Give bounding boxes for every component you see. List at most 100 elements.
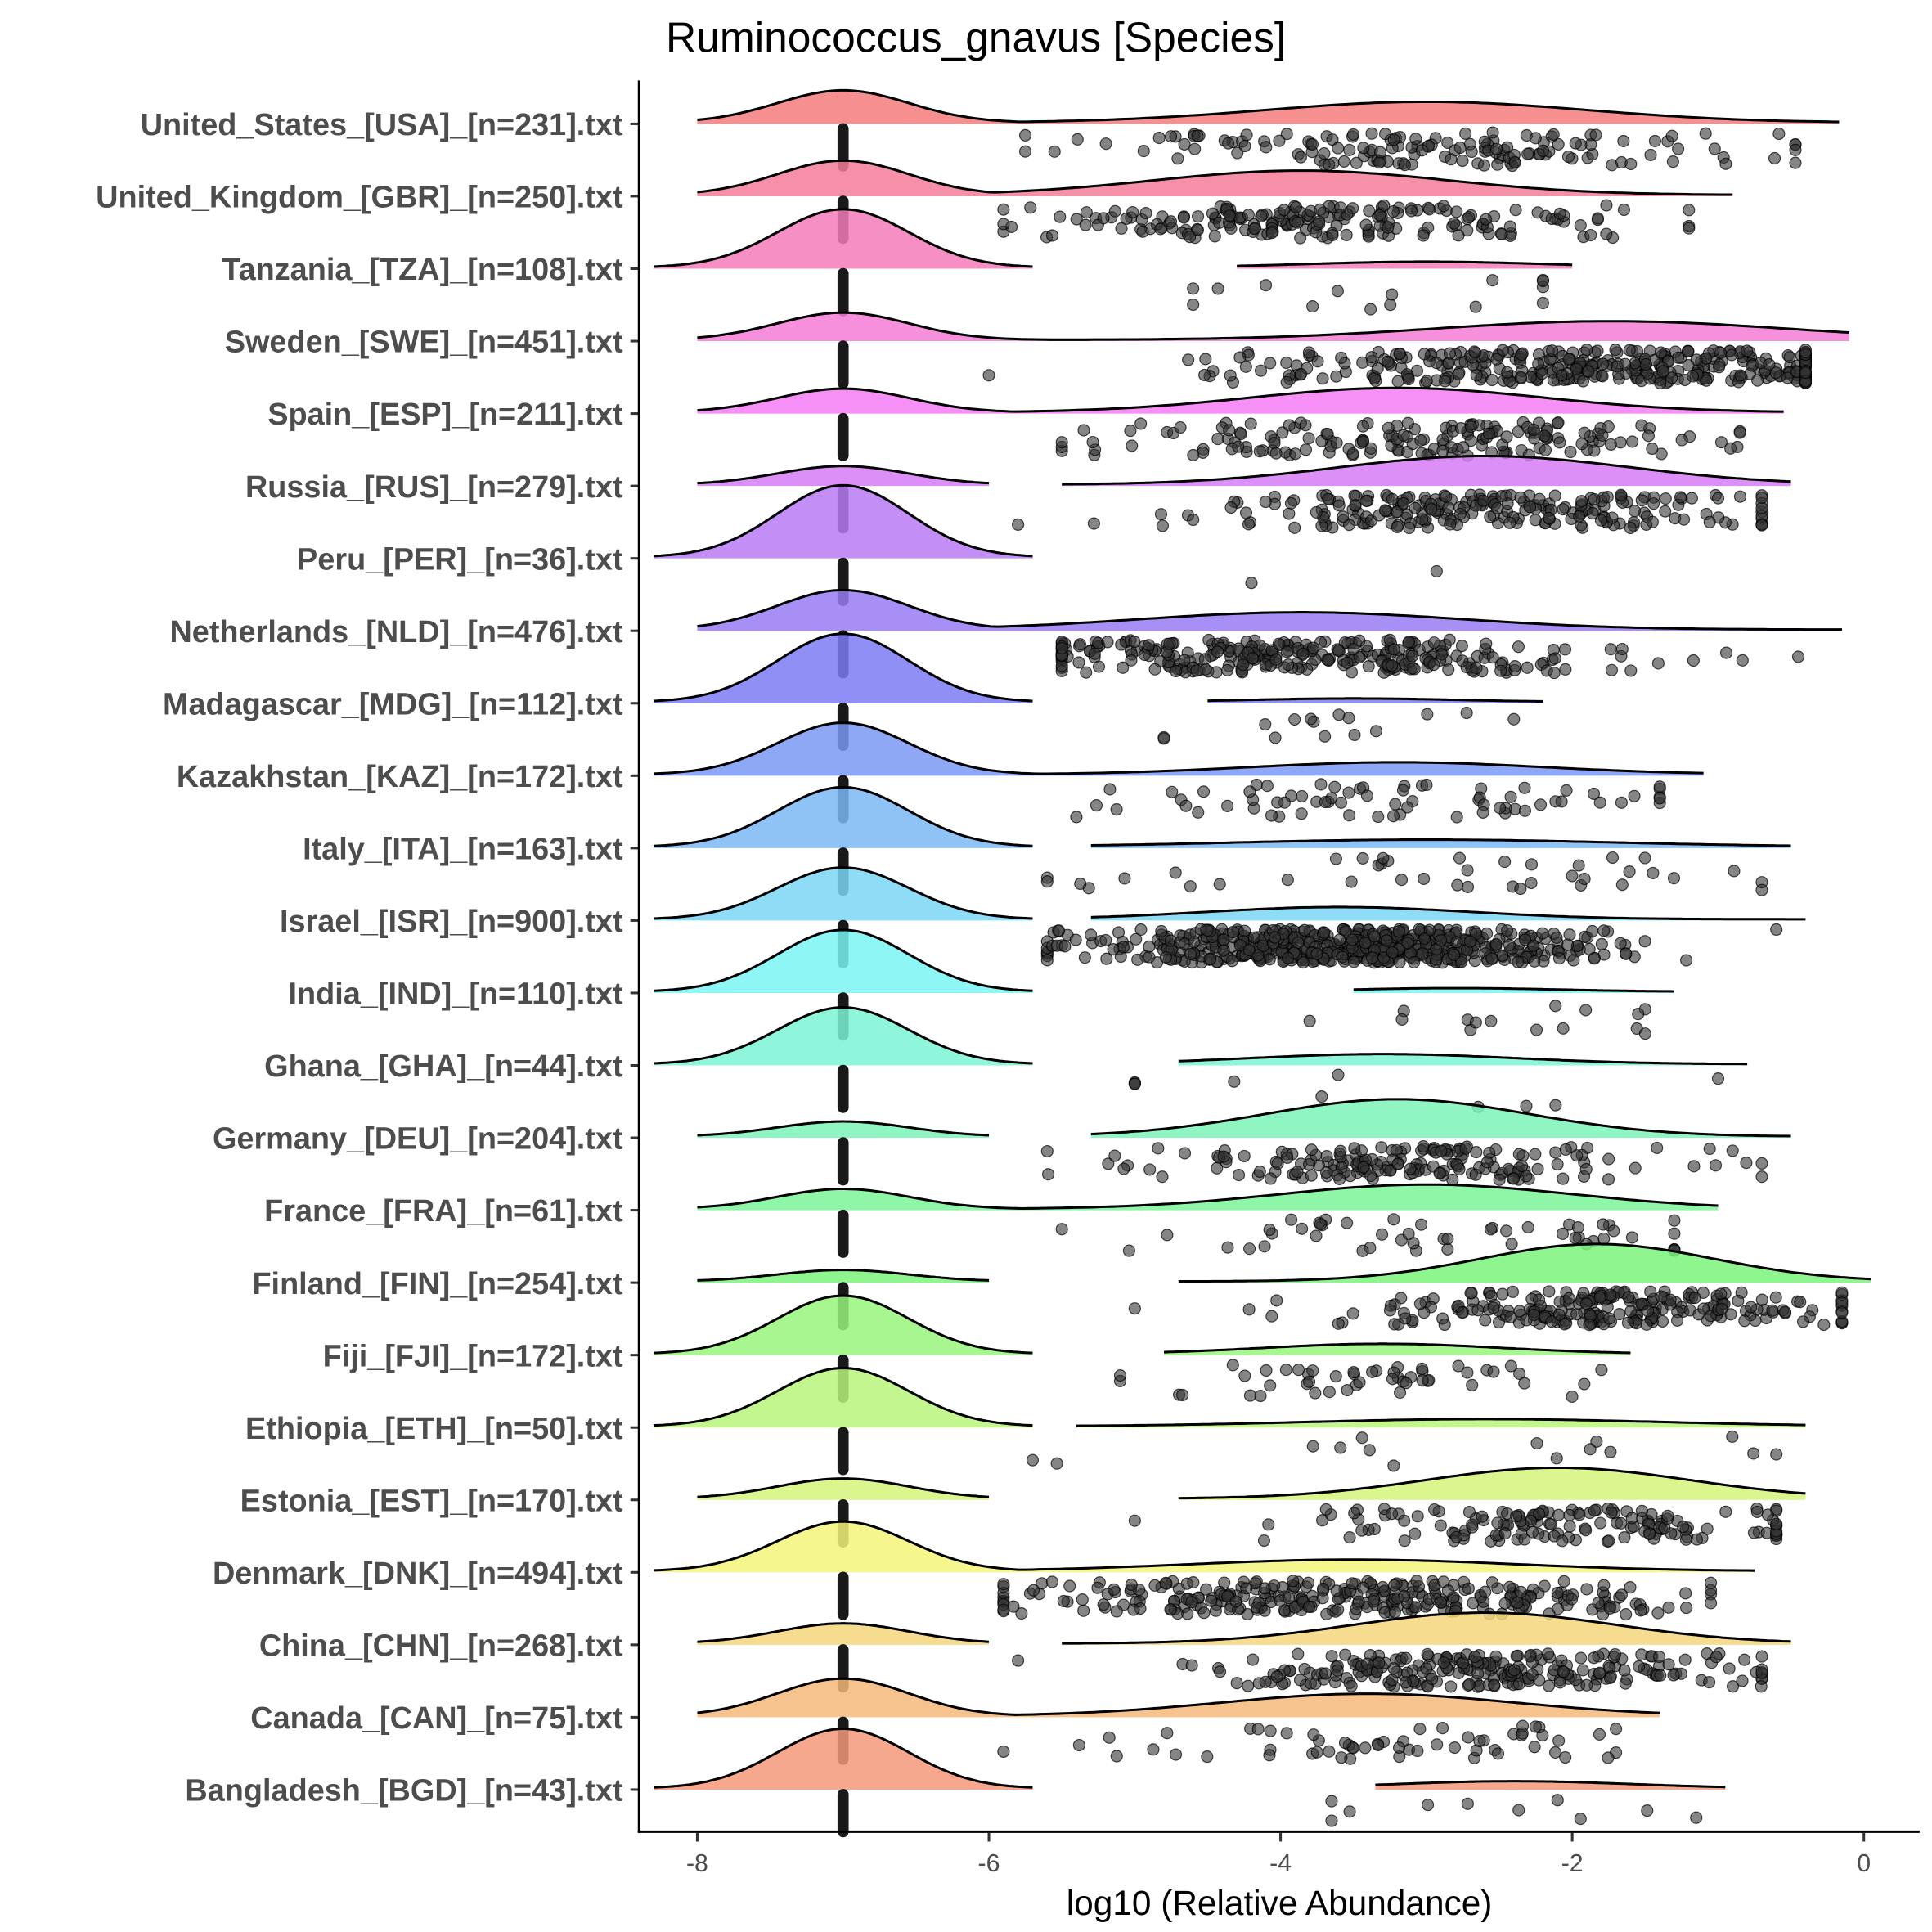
group-label: United_Kingdom_[GBR]_[n=250].txt xyxy=(96,181,623,215)
data-point xyxy=(1620,947,1633,960)
data-point xyxy=(1271,796,1284,809)
data-point xyxy=(1466,1378,1479,1391)
data-point xyxy=(1280,645,1293,658)
data-point xyxy=(1527,939,1540,953)
data-point xyxy=(1143,1163,1157,1176)
data-point xyxy=(1574,1813,1587,1826)
data-point xyxy=(1128,1514,1141,1527)
data-point xyxy=(1512,1804,1525,1817)
data-point xyxy=(1703,515,1716,528)
data-point xyxy=(1365,351,1378,364)
data-point xyxy=(1176,1388,1189,1402)
data-point xyxy=(1156,1170,1169,1184)
data-point xyxy=(1533,492,1546,505)
data-point xyxy=(1364,303,1377,316)
zero-density-outline xyxy=(697,1622,990,1643)
data-point xyxy=(1476,1510,1489,1523)
data-point xyxy=(1488,1678,1501,1692)
data-point xyxy=(1485,952,1498,965)
data-point xyxy=(1073,638,1087,651)
data-point xyxy=(1234,428,1247,441)
data-point xyxy=(1521,1220,1534,1234)
data-point xyxy=(1134,417,1148,430)
data-point xyxy=(1325,1814,1338,1827)
data-point xyxy=(997,1745,1010,1758)
data-point xyxy=(1551,1157,1564,1171)
data-point xyxy=(1600,227,1613,240)
data-point xyxy=(1233,351,1247,364)
data-point xyxy=(1341,1384,1354,1397)
group-row: Russia_[RUS]_[n=279].txt xyxy=(245,454,1791,535)
data-point xyxy=(1238,139,1251,153)
data-point xyxy=(1661,1509,1674,1522)
data-point xyxy=(1282,951,1295,964)
data-point xyxy=(1364,1169,1377,1183)
data-point xyxy=(1240,1582,1253,1595)
data-point xyxy=(1376,1580,1390,1594)
data-point xyxy=(1527,423,1540,436)
data-point xyxy=(1566,869,1579,883)
data-point xyxy=(1187,298,1200,312)
density-outline xyxy=(697,311,1849,341)
data-point xyxy=(1184,231,1197,244)
data-point xyxy=(1586,507,1599,520)
data-point xyxy=(1680,954,1693,967)
data-point xyxy=(1530,1436,1543,1450)
data-point xyxy=(1594,422,1607,435)
data-point xyxy=(1169,866,1182,879)
data-point xyxy=(1377,851,1390,865)
data-point xyxy=(1396,784,1410,797)
data-point xyxy=(1085,928,1098,941)
data-point xyxy=(1464,1287,1477,1300)
data-point xyxy=(1310,1746,1323,1759)
data-point xyxy=(1263,1749,1276,1762)
data-point xyxy=(1769,366,1782,380)
data-point xyxy=(1574,218,1587,232)
data-point xyxy=(1251,949,1265,962)
data-point xyxy=(1323,158,1336,171)
data-point xyxy=(1578,426,1591,439)
group-label: Kazakhstan_[KAZ]_[n=172].txt xyxy=(177,760,623,794)
data-point xyxy=(1376,1228,1389,1241)
data-point xyxy=(1156,519,1170,532)
data-point xyxy=(1045,1575,1058,1588)
density-area xyxy=(697,312,1849,342)
data-point xyxy=(1638,935,1651,948)
data-point xyxy=(1536,296,1549,310)
data-point xyxy=(1289,200,1303,213)
x-tick-label: -6 xyxy=(978,1850,1000,1877)
data-point xyxy=(1619,1677,1632,1690)
data-point xyxy=(1410,1575,1423,1588)
data-point xyxy=(1546,344,1559,357)
data-point xyxy=(1572,859,1585,872)
data-point xyxy=(1535,367,1548,380)
data-point xyxy=(1559,1143,1572,1156)
data-point xyxy=(1345,875,1358,888)
data-point xyxy=(1322,492,1335,505)
data-point xyxy=(1789,143,1802,156)
data-point xyxy=(1562,1292,1575,1305)
nonzero-density-area xyxy=(1062,1612,1791,1645)
data-point xyxy=(1181,1607,1194,1620)
data-point xyxy=(1486,274,1499,287)
data-point xyxy=(1606,851,1620,865)
data-point xyxy=(1434,1596,1448,1609)
data-point xyxy=(1311,355,1324,368)
nonzero-density-outline xyxy=(1178,1053,1748,1066)
data-point xyxy=(1529,1148,1542,1161)
zero-density-outline xyxy=(697,1477,990,1498)
data-point xyxy=(1246,652,1260,665)
data-point xyxy=(1314,1218,1328,1231)
data-point xyxy=(1529,514,1542,527)
data-point xyxy=(1548,1746,1562,1759)
data-point xyxy=(1335,351,1348,364)
data-point xyxy=(1291,216,1304,229)
chart-title: Ruminococcus_gnavus [Species] xyxy=(666,14,1286,61)
data-point xyxy=(1373,1656,1386,1669)
data-point xyxy=(1415,1218,1428,1231)
density-outline xyxy=(697,1677,1660,1716)
data-point xyxy=(1242,943,1256,957)
data-point xyxy=(1099,137,1112,151)
data-point xyxy=(1254,364,1268,377)
data-point xyxy=(1336,950,1349,964)
